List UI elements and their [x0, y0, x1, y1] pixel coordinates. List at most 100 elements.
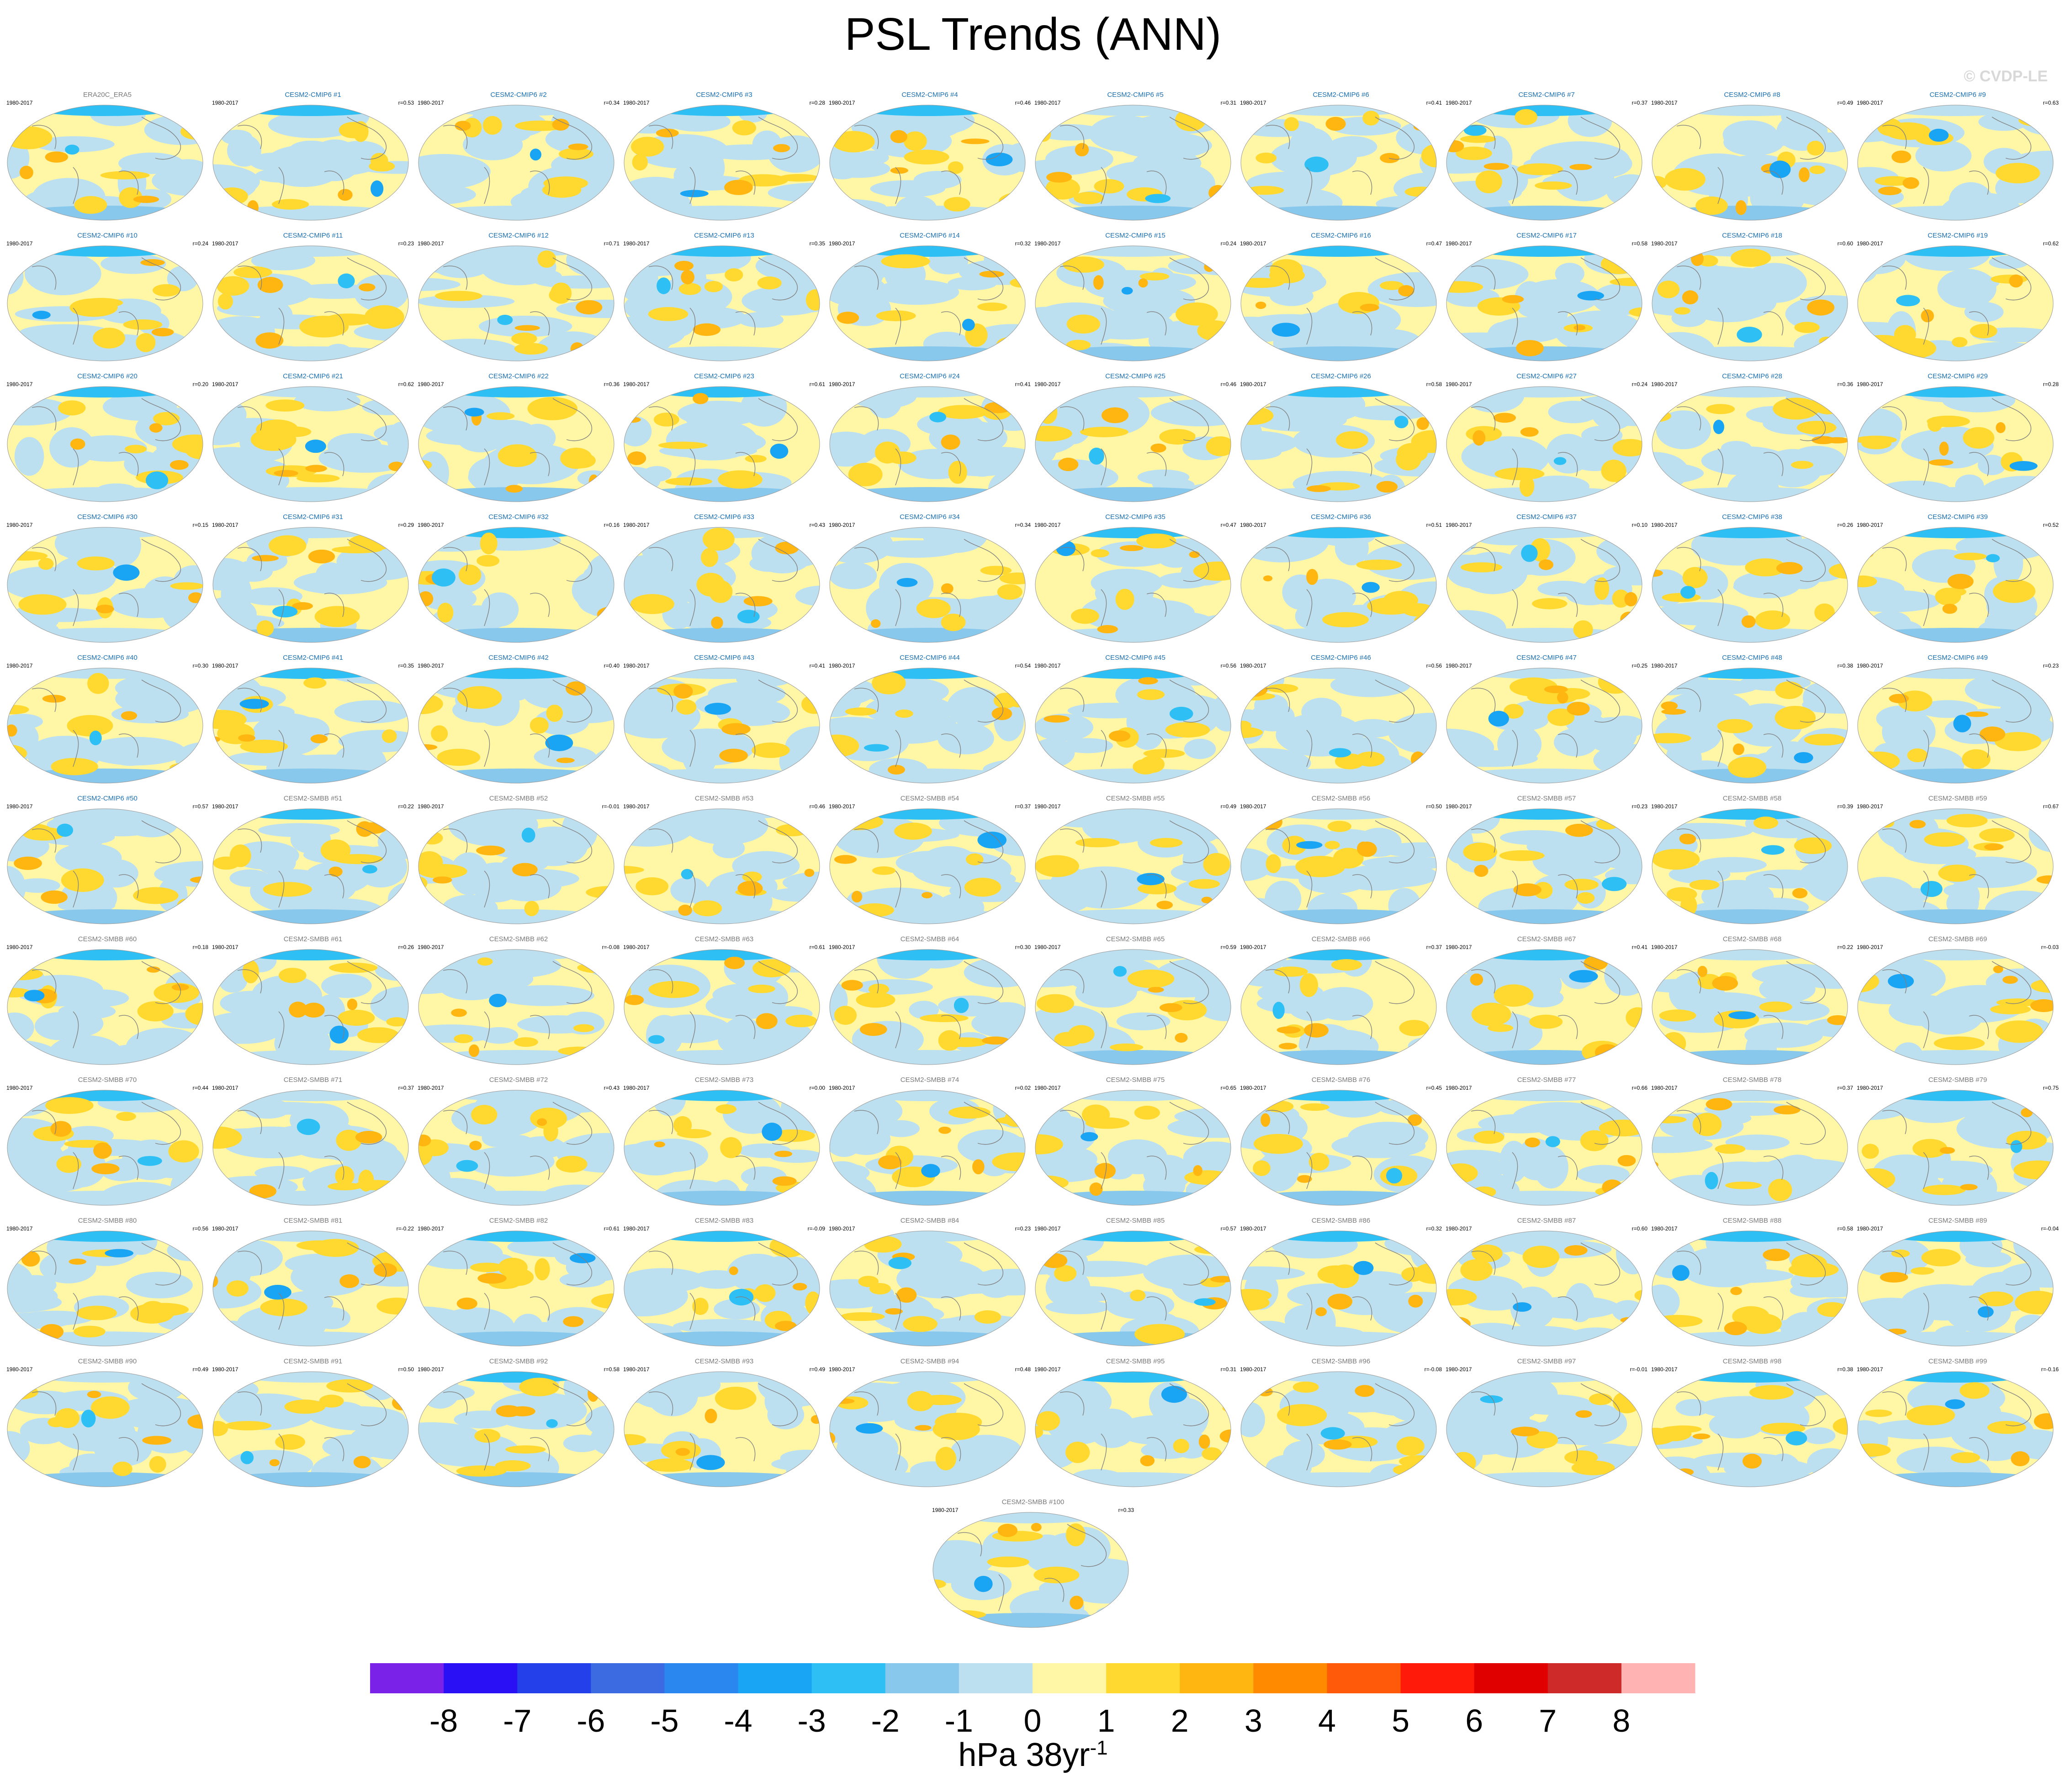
panel-period: 1980-2017 [829, 944, 855, 950]
map-panel: CESM2-SMBB #91 1980-2017 r=0.50 [210, 1357, 416, 1494]
panel-title: CESM2-CMIP6 #27 [1516, 372, 1577, 380]
map-plot [418, 527, 615, 643]
map-panel: CESM2-SMBB #55 1980-2017 r=0.49 [1033, 794, 1238, 931]
panel-title: ERA20C_ERA5 [83, 91, 132, 99]
panel-correlation: r=0.37 [1632, 100, 1648, 106]
map-plot [1857, 1090, 2054, 1206]
panel-correlation: r=0.51 [1426, 522, 1442, 528]
panel-correlation: r=0.46 [1220, 381, 1236, 387]
panel-correlation: r=0.35 [809, 240, 825, 247]
panel-title: CESM2-CMIP6 #21 [283, 372, 343, 380]
map-panel: CESM2-SMBB #51 1980-2017 r=0.22 [210, 794, 416, 931]
map-plot [212, 1090, 409, 1206]
map-panel: CESM2-CMIP6 #40 1980-2017 r=0.30 [5, 653, 210, 790]
panel-correlation: r=0.41 [809, 663, 825, 669]
panel-correlation: r=0.35 [398, 663, 414, 669]
map-plot [1446, 1230, 1642, 1347]
panel-correlation: r=-0.22 [396, 1225, 414, 1232]
panel-correlation: r=0.30 [1015, 944, 1031, 950]
panel-period: 1980-2017 [829, 803, 855, 810]
map-panel: CESM2-SMBB #98 1980-2017 r=0.38 [1649, 1357, 1855, 1494]
panel-title: CESM2-SMBB #85 [1106, 1217, 1165, 1225]
map-panel: CESM2-SMBB #63 1980-2017 r=0.61 [621, 935, 827, 1072]
panel-title: CESM2-SMBB #76 [1311, 1076, 1371, 1084]
map-plot [1035, 1090, 1231, 1206]
panel-correlation: r=0.53 [398, 100, 414, 106]
panel-title: CESM2-SMBB #87 [1517, 1217, 1576, 1225]
map-plot [1652, 105, 1848, 221]
map-plot [1446, 245, 1642, 361]
panel-period: 1980-2017 [418, 803, 444, 810]
panel-title: CESM2-SMBB #88 [1722, 1217, 1782, 1225]
panel-correlation: r=0.34 [1015, 522, 1031, 528]
panel-title: CESM2-SMBB #91 [283, 1357, 343, 1365]
panel-correlation: r=0.48 [1015, 1366, 1031, 1373]
panel-period: 1980-2017 [1857, 240, 1883, 247]
map-panel: CESM2-CMIP6 #31 1980-2017 r=0.29 [210, 513, 416, 650]
panel-period: 1980-2017 [1034, 1225, 1061, 1232]
panel-title: CESM2-SMBB #96 [1311, 1357, 1371, 1365]
map-plot [212, 1371, 409, 1487]
map-plot [418, 386, 615, 502]
map-plot [1446, 808, 1642, 924]
panel-period: 1980-2017 [1651, 100, 1678, 106]
map-plot [829, 668, 1026, 784]
colorbar-tick-label: -4 [724, 1703, 752, 1739]
map-panel: CESM2-CMIP6 #39 1980-2017 r=0.52 [1855, 513, 2061, 650]
panel-title: CESM2-CMIP6 #30 [77, 513, 138, 521]
panel-correlation: r=0.43 [809, 522, 825, 528]
map-panel: CESM2-CMIP6 #10 1980-2017 r=0.24 [5, 231, 210, 368]
panel-correlation: r=0.25 [1632, 663, 1648, 669]
panel-correlation: r=0.46 [1015, 100, 1031, 106]
panel-correlation: r=0.33 [1118, 1507, 1134, 1513]
colorbar-tick-label: 5 [1392, 1703, 1409, 1739]
panel-correlation: r=0.24 [1632, 381, 1648, 387]
panel-period: 1980-2017 [212, 663, 238, 669]
panel-period: 1980-2017 [6, 100, 33, 106]
map-panel: CESM2-SMBB #83 1980-2017 r=-0.09 [621, 1216, 827, 1353]
colorbar-bin [591, 1663, 665, 1693]
panel-correlation: r=-0.09 [807, 1225, 825, 1232]
panel-correlation: r=-0.04 [2041, 1225, 2059, 1232]
colorbar-tick-label: -1 [945, 1703, 973, 1739]
map-panel: CESM2-SMBB #80 1980-2017 r=0.56 [5, 1216, 210, 1353]
panel-title: CESM2-CMIP6 #34 [900, 513, 960, 521]
map-panel: CESM2-CMIP6 #7 1980-2017 r=0.37 [1444, 90, 1649, 228]
map-panel: CESM2-SMBB #66 1980-2017 r=0.37 [1238, 935, 1444, 1072]
colorbar-bin [517, 1663, 591, 1693]
map-panel: CESM2-CMIP6 #46 1980-2017 r=0.56 [1238, 653, 1444, 790]
panel-title: CESM2-CMIP6 #36 [1311, 513, 1371, 521]
map-panel: CESM2-CMIP6 #3 1980-2017 r=0.28 [621, 90, 827, 228]
map-panel: CESM2-CMIP6 #20 1980-2017 r=0.20 [5, 372, 210, 509]
map-plot [7, 105, 203, 221]
panel-correlation: r=0.31 [1220, 1366, 1236, 1373]
panel-title: CESM2-CMIP6 #15 [1105, 232, 1165, 239]
map-plot [1446, 105, 1642, 221]
map-panel: CESM2-SMBB #76 1980-2017 r=0.45 [1238, 1076, 1444, 1213]
map-plot [829, 105, 1026, 221]
map-panel: CESM2-SMBB #56 1980-2017 r=0.50 [1238, 794, 1444, 931]
map-panel: CESM2-SMBB #94 1980-2017 r=0.48 [827, 1357, 1033, 1494]
panel-period: 1980-2017 [1240, 944, 1266, 950]
panel-period: 1980-2017 [212, 1085, 238, 1091]
panel-correlation: r=0.59 [1220, 944, 1236, 950]
panel-title: CESM2-SMBB #65 [1106, 935, 1165, 943]
map-plot [212, 668, 409, 784]
panel-period: 1980-2017 [1446, 240, 1472, 247]
panel-period: 1980-2017 [1240, 663, 1266, 669]
map-plot [829, 808, 1026, 924]
map-panel: CESM2-CMIP6 #19 1980-2017 r=0.62 [1855, 231, 2061, 368]
panel-period: 1980-2017 [623, 944, 650, 950]
panel-correlation: r=0.49 [1220, 803, 1236, 810]
map-panel: CESM2-SMBB #61 1980-2017 r=0.26 [210, 935, 416, 1072]
panel-correlation: r=0.22 [398, 803, 414, 810]
map-panel: CESM2-CMIP6 #30 1980-2017 r=0.15 [5, 513, 210, 650]
panel-title: CESM2-SMBB #97 [1517, 1357, 1576, 1365]
panel-period: 1980-2017 [1240, 100, 1266, 106]
colorbar-bin [1327, 1663, 1401, 1693]
map-plot [1652, 245, 1848, 361]
panel-title: CESM2-CMIP6 #33 [694, 513, 754, 521]
map-panel: CESM2-CMIP6 #13 1980-2017 r=0.35 [621, 231, 827, 368]
map-plot [1240, 1230, 1437, 1347]
panel-correlation: r=0.23 [2043, 663, 2059, 669]
